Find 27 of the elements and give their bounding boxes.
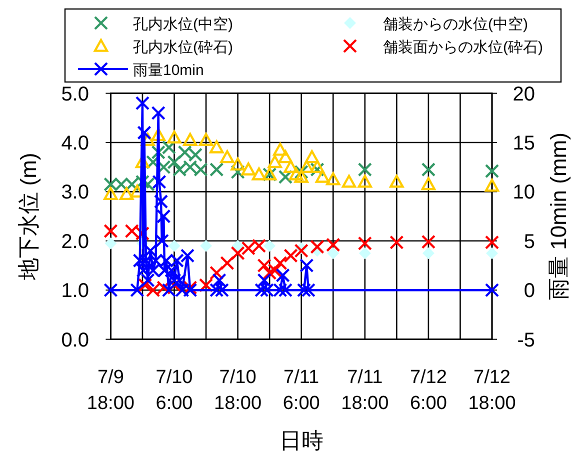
legend-label: 舗装面からの水位(砕石) — [383, 39, 543, 56]
xtick: 7/12 18:00 — [468, 367, 516, 414]
y-tick-label: 2.0 — [61, 230, 89, 253]
y2-tick-label: 0 — [524, 280, 535, 302]
xtick: 7/12 6:00 — [410, 367, 447, 414]
xtick: 7/11 18:00 — [341, 367, 389, 414]
y-tick-label: 4.0 — [61, 132, 89, 154]
y2-axis-title: 雨量 10min (mm) — [546, 132, 571, 300]
y2-tick-label: 15 — [512, 132, 535, 154]
y2-tick-label: 20 — [512, 83, 535, 106]
xtick: 7/10 18:00 — [214, 367, 262, 414]
y-axis-title: 地下水位 (m) — [16, 152, 41, 281]
xtick: 7/10 6:00 — [156, 367, 193, 414]
xtick: 7/11 6:00 — [282, 367, 320, 414]
y-tick-label: 1.0 — [61, 280, 89, 302]
x-axis-title: 日時 — [279, 428, 324, 453]
y2-tick-label: 5 — [524, 230, 535, 253]
y-tick-label: 0.0 — [61, 329, 89, 352]
legend-label: 孔内水位(砕石) — [133, 39, 233, 56]
legend-label: 舗装からの水位(中空) — [383, 16, 528, 33]
xtick: 7/9 18:00 — [86, 367, 134, 414]
y-tick-label: 3.0 — [61, 182, 89, 204]
y-tick-label: 5.0 — [61, 83, 89, 106]
legend-label: 孔内水位(中空) — [133, 16, 233, 33]
legend-label: 雨量10min — [133, 62, 204, 79]
y2-tick-label: -5 — [517, 329, 535, 352]
y2-tick-label: 10 — [512, 182, 535, 204]
